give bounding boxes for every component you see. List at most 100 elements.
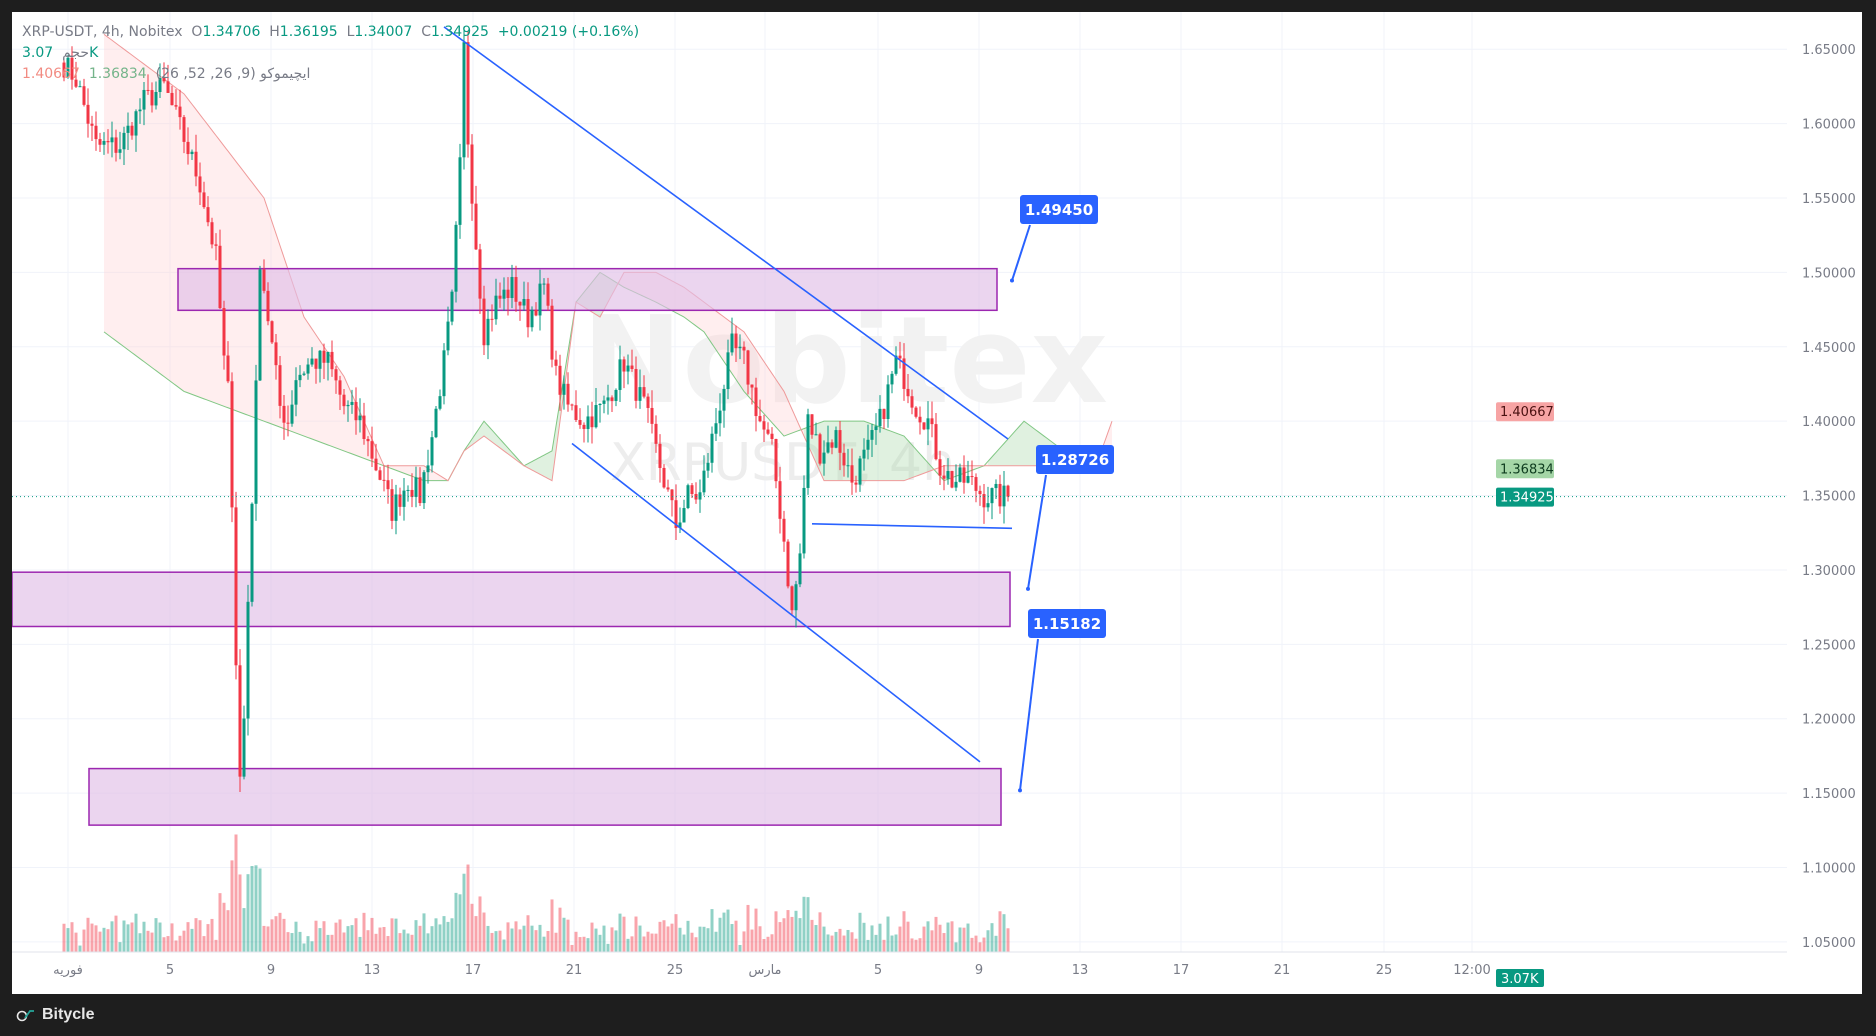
volume-bar [698, 926, 702, 952]
volume-bar [974, 935, 978, 952]
candle [750, 384, 754, 388]
y-tick-label: 1.65000 [1802, 43, 1856, 58]
x-tick-label: 9 [267, 963, 275, 978]
candle [202, 192, 206, 208]
y-tick-label: 1.25000 [1802, 638, 1856, 653]
candle [846, 465, 850, 467]
candle [526, 299, 530, 328]
base-line [811, 523, 1013, 530]
volume-bar [182, 930, 186, 952]
volume-bar [426, 933, 430, 952]
volume-bar [814, 925, 818, 952]
volume-bar [410, 934, 414, 952]
candle [922, 422, 926, 430]
volume-bar [206, 924, 210, 952]
chart-frame[interactable]: Nobitex XRPUSDT, 4h 1.49450 1.28726 1.15182 1… [12, 12, 1862, 994]
candle [902, 358, 906, 389]
volume-bar [470, 903, 474, 952]
volume-bar [186, 922, 190, 952]
volume-bar [562, 917, 566, 952]
x-tick-label: 13 [1072, 963, 1089, 978]
candle [734, 333, 738, 349]
candle [66, 57, 70, 78]
candle [178, 106, 182, 118]
volume-bar [622, 916, 626, 952]
candle [150, 90, 154, 106]
candle [666, 487, 670, 490]
volume-bar [422, 913, 426, 952]
candle [626, 365, 630, 372]
candle [774, 438, 778, 482]
candle [422, 472, 426, 504]
volume-bar [238, 874, 242, 952]
x-tick-label: 13 [364, 963, 381, 978]
candle [530, 309, 534, 328]
candle [730, 333, 734, 353]
candle [714, 423, 718, 434]
y-tick-label: 1.05000 [1802, 936, 1856, 951]
volume-bar [778, 922, 782, 952]
volume-bar [98, 931, 102, 952]
volume-bar [806, 897, 810, 952]
brand-name: Bitycle [42, 1006, 95, 1023]
volume-bar [754, 908, 758, 952]
candle [222, 308, 226, 356]
volume-bar [910, 938, 914, 952]
volume-bars [62, 834, 1010, 952]
candle [842, 452, 846, 466]
candle [658, 443, 662, 468]
volume-bar [702, 926, 706, 952]
candle [186, 141, 190, 155]
y-tick-label: 1.50000 [1802, 266, 1856, 281]
volume-bar [870, 925, 874, 952]
volume-bar [966, 923, 970, 952]
candle [786, 541, 790, 587]
candle [794, 584, 798, 611]
candle [510, 277, 514, 298]
y-tick-label: 1.55000 [1802, 192, 1856, 207]
candle [386, 480, 390, 490]
candle [562, 383, 566, 395]
volume-bar [398, 933, 402, 952]
legend-c-label: C [421, 24, 432, 40]
brand[interactable]: Bitycle [16, 1006, 94, 1024]
callout-dot [1026, 586, 1030, 591]
volume-bar [798, 918, 802, 952]
candle [366, 438, 370, 442]
volume-bar [914, 939, 918, 952]
volume-bar [738, 944, 742, 952]
candle [110, 137, 114, 143]
volume-bar [834, 931, 838, 952]
candle [362, 415, 366, 439]
volume-bar [934, 916, 938, 952]
volume-bar [382, 927, 386, 952]
volume-bar [666, 926, 670, 952]
volume-bar [250, 866, 254, 952]
candle [378, 470, 382, 480]
candle [374, 458, 378, 471]
volume-bar [326, 934, 330, 952]
candle [810, 414, 814, 435]
volume-bar [110, 921, 114, 952]
volume-bar [650, 933, 654, 952]
candle [522, 299, 526, 306]
zone-box [12, 571, 1011, 628]
volume-bar [786, 910, 790, 952]
volume-badge [1496, 969, 1544, 987]
volume-bar [818, 912, 822, 952]
volume-bar [634, 916, 638, 952]
volume-bar [262, 925, 266, 952]
volume-bar [674, 914, 678, 952]
candle [90, 123, 94, 126]
volume-bar [990, 923, 994, 952]
volume-bar [330, 934, 334, 952]
candle [994, 483, 998, 489]
volume-bar [290, 933, 294, 952]
candle [474, 203, 478, 250]
candle [342, 394, 346, 407]
volume-bar [682, 934, 686, 952]
candle [370, 441, 374, 459]
volume-bar [654, 933, 658, 952]
candle [74, 79, 78, 87]
